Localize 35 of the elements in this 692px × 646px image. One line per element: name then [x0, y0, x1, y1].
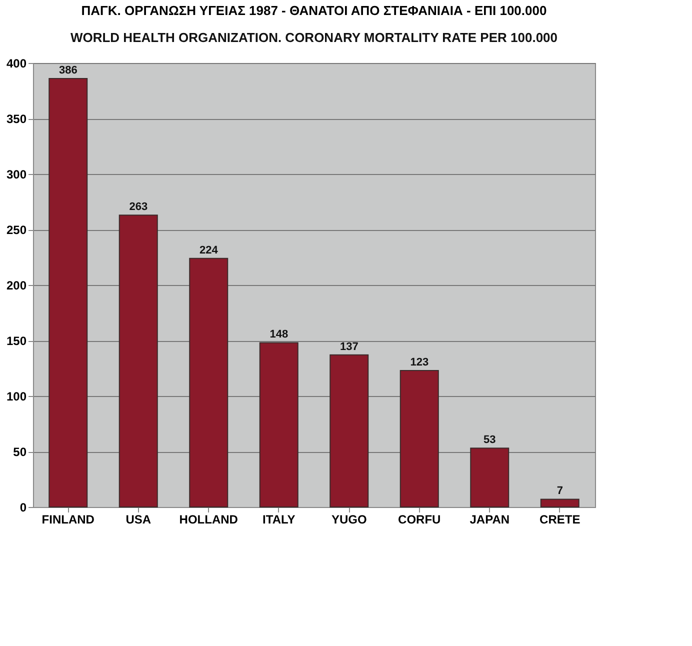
x-tick-label: USA — [126, 512, 152, 526]
data-label: 224 — [199, 244, 219, 256]
bar — [400, 370, 439, 508]
data-label: 137 — [340, 340, 358, 353]
y-tick-label: 350 — [6, 112, 27, 126]
x-tick-label: ITALY — [262, 512, 296, 526]
y-tick-label: 400 — [6, 56, 27, 70]
data-label: 263 — [129, 201, 148, 214]
y-tick-label: 100 — [6, 390, 27, 404]
bar — [118, 214, 158, 508]
data-label: 386 — [58, 64, 78, 77]
data-label: 123 — [410, 356, 429, 368]
bar — [189, 258, 228, 508]
x-tick-label: FINLAND — [42, 512, 95, 526]
y-tick-label: 50 — [13, 445, 27, 459]
bar — [330, 354, 369, 508]
chart-subtitle: WORLD HEALTH ORGANIZATION. CORONARY MORTALITY RATE PER 100.000 — [70, 30, 558, 45]
data-label: 7 — [556, 485, 563, 498]
chart-title: ΠΑΓΚ. ΟΡΓΑΝΩΣΗ ΥΓΕΙΑΣ 1987 - ΘΑΝΑΤΟΙ ΑΠΟ ΣΤΕΦΑΝΙΑΙΑ - ΕΠΙ 100.000 — [81, 3, 547, 18]
x-tick-label: JAPAN — [470, 512, 510, 526]
y-tick-label: 300 — [6, 168, 27, 182]
bar — [540, 498, 580, 508]
y-tick-label: 200 — [6, 278, 27, 292]
x-tick-label: CORFU — [398, 512, 441, 526]
y-tick-label: 150 — [6, 334, 27, 348]
x-tick-label: HOLLAND — [179, 512, 238, 526]
y-tick-label: 250 — [6, 223, 27, 237]
data-label: 148 — [270, 328, 288, 341]
y-tick-label: 0 — [20, 500, 27, 514]
bar — [470, 448, 510, 508]
data-label: 53 — [484, 434, 496, 446]
x-tick-label: YUGO — [331, 512, 367, 526]
bar — [48, 78, 88, 508]
bar — [259, 342, 298, 508]
x-tick-label: CRETE — [540, 512, 580, 526]
